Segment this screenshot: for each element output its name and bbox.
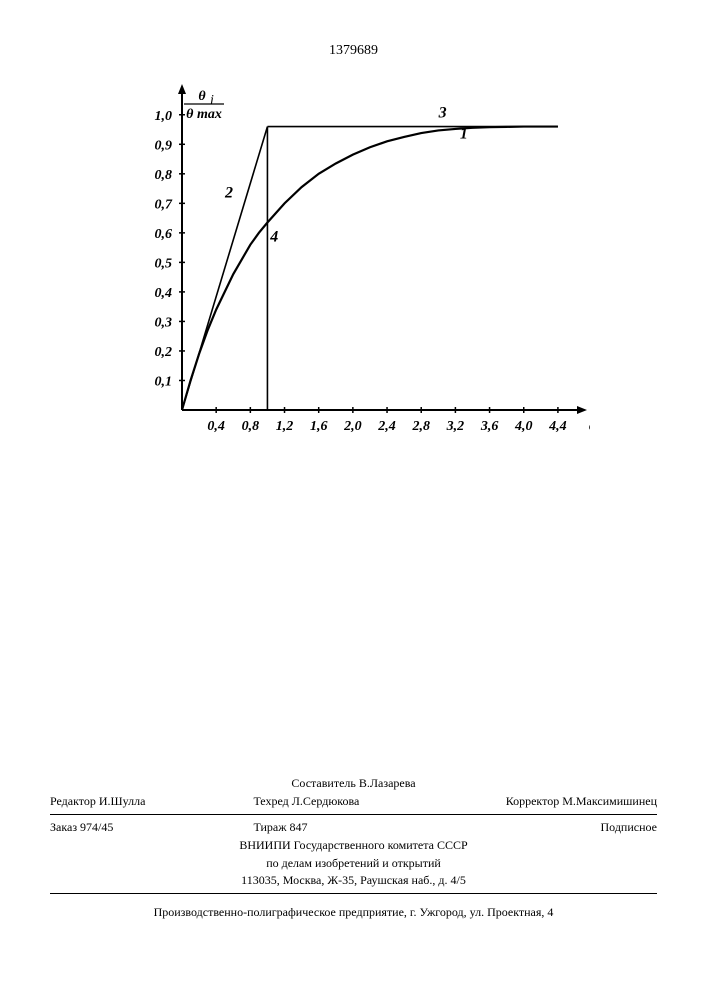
divider-1 xyxy=(50,814,657,815)
svg-text:3: 3 xyxy=(438,105,447,122)
texred-name: Л.Сердюкова xyxy=(292,794,360,808)
svg-text:0,6: 0,6 xyxy=(155,227,173,242)
texred-label: Техред xyxy=(253,794,288,808)
org3: 113035, Москва, Ж-35, Раушская наб., д. … xyxy=(50,872,657,890)
svg-text:3,2: 3,2 xyxy=(446,419,465,434)
svg-text:0,9: 0,9 xyxy=(155,138,173,153)
pub-row: Заказ 974/45 Тираж 847 Подписное xyxy=(50,818,657,837)
redaktor: Редактор И.Шулла xyxy=(50,794,233,809)
staff-row: Редактор И.Шулла Техред Л.Сердюкова Корр… xyxy=(50,792,657,811)
svg-text:2: 2 xyxy=(224,184,233,201)
svg-text:4,0: 4,0 xyxy=(514,419,533,434)
svg-text:1,0: 1,0 xyxy=(155,109,173,124)
texred: Техред Л.Сердюкова xyxy=(233,794,473,809)
sostavitel: Составитель В.Лазарева xyxy=(50,775,657,793)
svg-text:0,5: 0,5 xyxy=(155,256,173,271)
org2: по делам изобретений и открытий xyxy=(50,855,657,873)
svg-text:0,4: 0,4 xyxy=(155,286,173,301)
footer-block: Составитель В.Лазарева Редактор И.Шулла … xyxy=(50,775,657,920)
svg-text:i: i xyxy=(210,93,214,108)
svg-text:αt: αt xyxy=(589,419,590,434)
korrektor: Корректор М.Максимишинец xyxy=(474,794,657,809)
print-line: Производственно-полиграфическое предприя… xyxy=(50,897,657,920)
svg-text:θ: θ xyxy=(198,89,206,104)
redaktor-label: Редактор xyxy=(50,794,96,808)
chart-svg: 0,4 0,8 1,2 1,6 2,0 2,4 2,8 3,2 3,6 4,0 4,4 0,1 0,2 0… xyxy=(120,80,590,460)
divider-2 xyxy=(50,893,657,894)
tirazh: Тираж 847 xyxy=(233,820,473,835)
svg-text:1,6: 1,6 xyxy=(310,419,328,434)
svg-text:0,4: 0,4 xyxy=(207,419,225,434)
svg-text:0,8: 0,8 xyxy=(242,419,260,434)
svg-text:2,0: 2,0 xyxy=(343,419,362,434)
svg-text:1: 1 xyxy=(460,125,468,142)
svg-text:0,2: 0,2 xyxy=(155,345,173,360)
svg-text:0,1: 0,1 xyxy=(155,374,173,389)
svg-text:0,8: 0,8 xyxy=(155,168,173,183)
svg-text:0,7: 0,7 xyxy=(155,197,174,212)
svg-text:θ max: θ max xyxy=(186,107,222,122)
redaktor-name: И.Шулла xyxy=(99,794,146,808)
page-number: 1379689 xyxy=(329,43,378,59)
svg-text:0,3: 0,3 xyxy=(155,315,173,330)
chart: 0,4 0,8 1,2 1,6 2,0 2,4 2,8 3,2 3,6 4,0 4,4 0,1 0,2 0… xyxy=(120,80,590,460)
svg-text:2,4: 2,4 xyxy=(377,419,396,434)
svg-text:4,4: 4,4 xyxy=(548,419,567,434)
svg-text:1,2: 1,2 xyxy=(276,419,294,434)
zakaz: Заказ 974/45 xyxy=(50,820,233,835)
org1: ВНИИПИ Государственного комитета СССР xyxy=(50,837,657,855)
korrektor-name: М.Максимишинец xyxy=(562,794,657,808)
svg-text:2,8: 2,8 xyxy=(411,419,430,434)
svg-text:4: 4 xyxy=(269,229,278,246)
svg-text:3,6: 3,6 xyxy=(480,419,499,434)
korrektor-label: Корректор xyxy=(506,794,560,808)
podpisnoe: Подписное xyxy=(474,820,657,835)
